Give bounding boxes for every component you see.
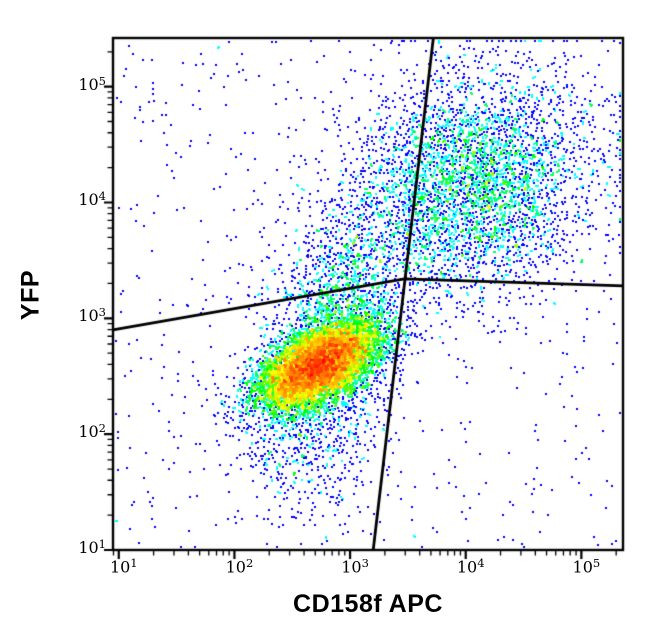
- tick-base: 10: [78, 422, 99, 442]
- tick-base: 10: [225, 557, 246, 577]
- tick-base: 10: [572, 557, 593, 577]
- x-axis-title: CD158f APC: [293, 590, 443, 618]
- x-tick-label-10e3: 103: [341, 557, 369, 575]
- x-tick-label-10e1: 101: [110, 557, 138, 575]
- tick-base: 10: [109, 557, 131, 577]
- y-tick-label-10e1: 101: [78, 538, 106, 556]
- x-tick-label-10e4: 104: [457, 557, 485, 575]
- tick-exponent: 5: [98, 73, 106, 88]
- tick-exponent: 5: [592, 556, 601, 570]
- tick-base: 10: [456, 557, 478, 577]
- x-tick-label-10e2: 102: [226, 557, 254, 575]
- tick-exponent: 2: [245, 556, 254, 570]
- tick-exponent: 1: [98, 536, 106, 551]
- tick-exponent: 2: [98, 420, 106, 435]
- y-tick-label-10e4: 104: [78, 189, 106, 210]
- x-tick-label-10e5: 105: [573, 557, 601, 575]
- tick-base: 10: [78, 74, 99, 94]
- tick-exponent: 3: [361, 556, 369, 570]
- y-tick-label-10e2: 102: [78, 422, 106, 440]
- tick-exponent: 3: [98, 305, 106, 320]
- y-axis-title: YFP: [16, 269, 45, 321]
- tick-exponent: 4: [477, 556, 485, 570]
- y-tick-label-10e3: 103: [78, 306, 106, 324]
- tick-exponent: 4: [98, 189, 106, 204]
- tick-exponent: 1: [130, 556, 138, 570]
- tick-base: 10: [78, 190, 99, 210]
- tick-base: 10: [78, 306, 99, 326]
- tick-base: 10: [78, 538, 99, 558]
- y-tick-label-10e5: 105: [78, 73, 106, 94]
- tick-base: 10: [341, 557, 362, 577]
